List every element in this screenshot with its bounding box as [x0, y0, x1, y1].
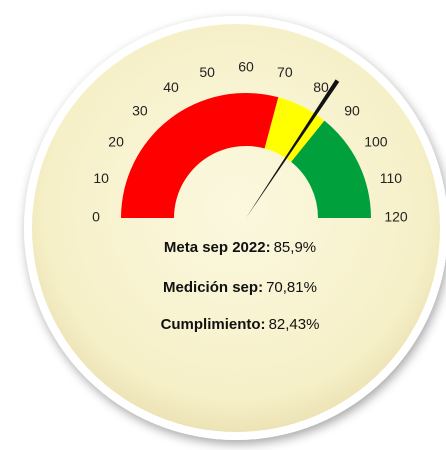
annotation: Medición sep: 70,81%	[163, 279, 317, 296]
annotation-value: 85,9%	[274, 239, 317, 256]
tick-label: 60	[238, 59, 254, 75]
gauge-band	[121, 92, 279, 218]
annotation-value: 70,81%	[266, 279, 317, 296]
tick-label: 30	[132, 103, 148, 119]
tick-label: 50	[199, 64, 215, 80]
card-face	[32, 24, 440, 432]
tick-label: 100	[364, 134, 388, 150]
tick-label: 10	[93, 170, 109, 186]
tick-label: 70	[277, 64, 293, 80]
annotation-label: Cumplimiento:	[161, 316, 266, 333]
annotation-value: 82,43%	[269, 316, 320, 333]
tick-label: 20	[108, 134, 124, 150]
annotation: Meta sep 2022: 85,9%	[164, 239, 316, 256]
tick-label: 120	[384, 209, 408, 225]
annotation: Cumplimiento: 82,43%	[161, 316, 320, 333]
annotation-label: Meta sep 2022:	[164, 239, 271, 256]
needle	[246, 79, 340, 218]
tick-label: 80	[313, 79, 329, 95]
gauge-band	[291, 120, 371, 218]
annotation-label: Medición sep:	[163, 279, 263, 296]
tick-label: 90	[344, 103, 360, 119]
tick-label: 110	[380, 170, 403, 186]
gauge-band	[264, 97, 325, 162]
tick-label: 0	[92, 209, 100, 225]
tick-label: 40	[163, 79, 179, 95]
